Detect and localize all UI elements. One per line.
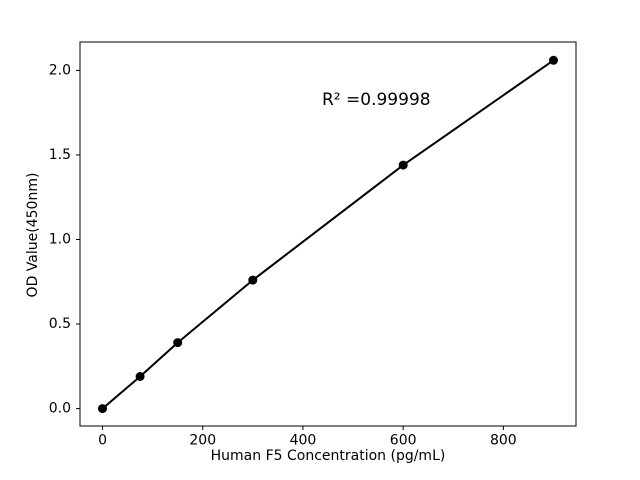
data-point [98, 404, 107, 414]
y-tick-label: 0.0 [49, 401, 71, 417]
data-line [101, 59, 555, 410]
data-point [398, 160, 408, 170]
x-tick-label: 200 [189, 433, 216, 449]
x-tick-label: 400 [290, 433, 317, 449]
x-tick-label: 800 [490, 433, 517, 449]
y-tick-label: 2.0 [49, 62, 71, 78]
y-axis-label: OD Value(450nm) [25, 172, 41, 298]
y-tick-label: 1.5 [49, 147, 71, 163]
x-tick-label: 0 [98, 433, 107, 449]
data-point [135, 372, 145, 381]
plot-frame [79, 41, 577, 427]
data-point [248, 275, 258, 285]
r-squared-annotation: R² =0.99998 [322, 90, 431, 110]
y-tick-label: 1.0 [49, 231, 71, 247]
x-tick-label: 600 [390, 433, 417, 449]
data-point [549, 55, 558, 65]
data-point [173, 338, 183, 348]
y-tick-label: 0.5 [49, 316, 71, 332]
x-axis-label: Human F5 Concentration (pg/mL) [210, 448, 446, 464]
